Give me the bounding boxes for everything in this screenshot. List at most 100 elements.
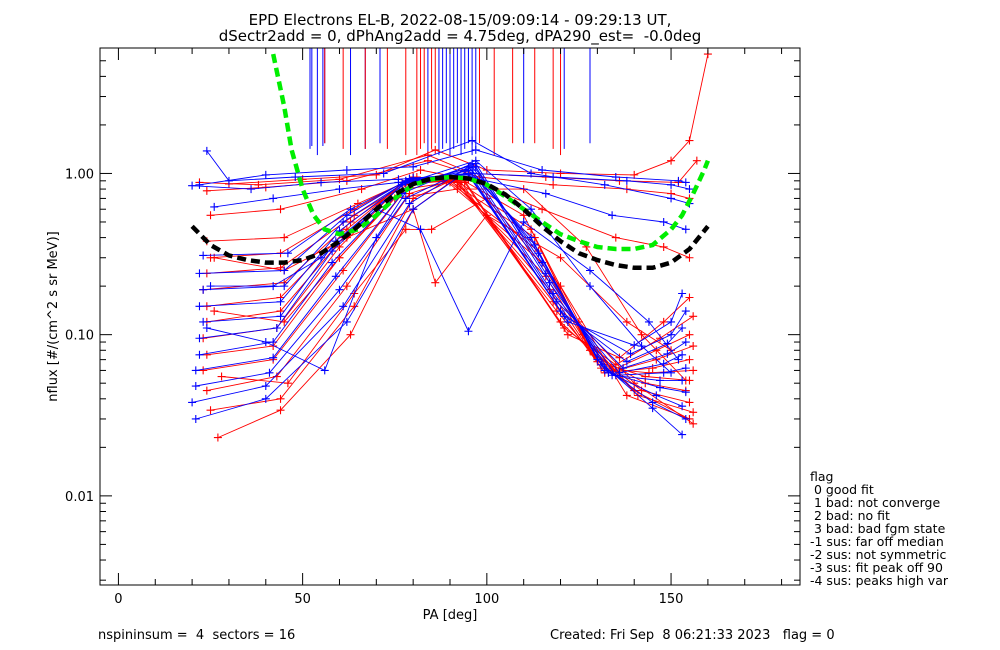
profile-line (206, 178, 690, 371)
data-point-marker (689, 312, 698, 321)
x-axis-label: PA [deg] (423, 608, 478, 623)
data-point-marker (637, 330, 646, 339)
data-point-marker (678, 402, 687, 411)
data-point-marker (202, 386, 211, 395)
data-point-marker (626, 349, 635, 358)
data-point-marker (685, 185, 694, 194)
profile-line (203, 176, 683, 346)
data-point-marker (644, 317, 653, 326)
data-point-marker (656, 376, 664, 385)
data-point-marker (261, 338, 270, 347)
data-point-marker (545, 278, 554, 287)
data-point-marker (663, 349, 672, 358)
data-point-marker (191, 366, 200, 375)
data-point-marker (681, 388, 690, 397)
data-point-marker (678, 376, 687, 385)
data-point-marker (659, 217, 668, 226)
data-point-marker (405, 199, 414, 208)
data-point-marker (353, 199, 362, 208)
data-point-marker (689, 366, 698, 375)
data-point-marker (206, 211, 215, 220)
data-point-marker (667, 194, 676, 203)
legend-item: -2 sus: not symmetric (810, 547, 947, 562)
data-point-marker (265, 368, 274, 377)
data-point-marker (283, 379, 292, 388)
data-point-marker (541, 189, 550, 198)
data-point-marker (202, 186, 211, 195)
data-point-marker (269, 353, 278, 362)
data-point-marker (342, 211, 351, 220)
data-point-marker (630, 170, 639, 179)
data-point-marker (615, 368, 624, 377)
y-axis-label: nflux [#/(cm^2 s sr MeV)] (46, 231, 61, 401)
data-point-marker (276, 205, 285, 214)
data-point-marker (611, 173, 620, 182)
data-point-marker (261, 394, 270, 403)
data-point-marker (667, 180, 676, 189)
chart-subtitle: dSectr2add = 0, dPhAng2add = 4.75deg, dP… (218, 27, 702, 45)
data-point-marker (549, 180, 558, 189)
data-point-marker (681, 414, 690, 423)
data-point-marker (556, 253, 565, 262)
data-point-marker (689, 408, 698, 417)
data-point-marker (600, 180, 609, 189)
x-tick-label: 150 (659, 592, 684, 607)
data-point-marker (431, 145, 440, 154)
data-point-marker (272, 323, 281, 332)
data-point-marker (685, 293, 694, 302)
data-point-marker (678, 430, 687, 439)
data-point-marker (199, 285, 208, 294)
data-point-marker (372, 233, 381, 242)
data-point-marker (269, 282, 278, 291)
data-point-marker (659, 242, 668, 251)
data-point-marker (280, 233, 289, 242)
data-point-marker (527, 205, 536, 214)
data-point-marker (674, 355, 683, 364)
profile-line (203, 172, 683, 363)
data-point-marker (261, 170, 270, 179)
legend-item: 2 bad: no fit (810, 508, 890, 523)
median-fit-curve (270, 53, 710, 252)
data-point-marker (656, 383, 664, 392)
data-point-marker (619, 364, 628, 373)
data-point-marker (280, 282, 289, 291)
data-point-marker (272, 372, 281, 381)
data-point-marker (563, 330, 572, 339)
data-point-marker (276, 297, 285, 306)
data-point-marker (335, 285, 344, 294)
data-point-marker (471, 145, 480, 154)
data-point-marker (195, 350, 204, 359)
data-point-marker (586, 282, 594, 291)
data-point-marker (199, 366, 208, 375)
data-point-marker (630, 341, 639, 350)
profile-line (228, 54, 709, 185)
footer-right: Created: Fri Sep 8 06:21:33 2023 flag = … (550, 628, 835, 643)
data-point-marker (276, 406, 285, 415)
data-point-marker (280, 266, 289, 275)
data-point-marker (560, 323, 569, 332)
data-point-marker (206, 406, 215, 415)
data-point-marker (346, 205, 355, 214)
data-point-marker (346, 217, 355, 226)
data-point-marker (276, 312, 285, 321)
data-point-marker (202, 350, 211, 359)
data-point-marker (372, 170, 381, 179)
data-point-marker (468, 136, 477, 145)
data-point-marker (678, 350, 687, 359)
data-point-marker (199, 251, 208, 260)
data-point-marker (648, 398, 657, 407)
data-point-marker (335, 185, 344, 194)
data-point-marker (681, 307, 690, 316)
data-point-marker (206, 282, 215, 291)
data-point-marker (427, 225, 436, 234)
x-tick-label: 100 (474, 592, 499, 607)
data-point-marker (681, 338, 690, 347)
x-tick-label: 50 (294, 592, 311, 607)
data-point-marker (453, 185, 462, 194)
data-point-marker (213, 433, 222, 442)
data-point-marker (674, 176, 683, 185)
footer-left: nspininsum = 4 sectors = 16 (98, 628, 296, 643)
data-point-marker (692, 156, 701, 165)
data-point-marker (586, 266, 594, 275)
data-point-marker (331, 272, 340, 281)
